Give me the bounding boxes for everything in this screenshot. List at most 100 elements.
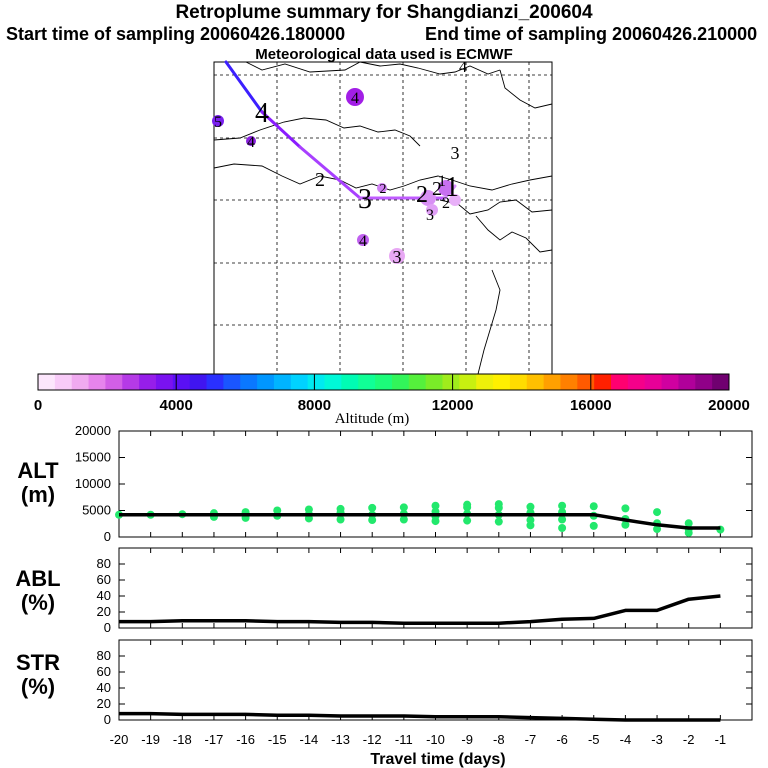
map-borders — [213, 61, 553, 375]
cluster-label: 2 — [380, 182, 387, 197]
start-time-label: Start time of sampling 20060426.180000 — [6, 24, 346, 44]
altitude-point — [463, 500, 472, 509]
colorbar-swatch — [172, 374, 191, 390]
y-tick-label: 60 — [97, 664, 111, 679]
colorbar-swatch — [678, 374, 696, 390]
x-tick-label: -1 — [715, 732, 727, 747]
colorbar-swatch — [88, 374, 106, 390]
track-label: 3 — [358, 184, 372, 215]
colorbar-swatch — [560, 374, 578, 390]
cluster-label: 1 — [438, 173, 446, 190]
altitude-point — [558, 515, 567, 524]
cluster-label: 5 — [214, 114, 222, 131]
altitude-point — [558, 523, 567, 532]
altitude-point — [494, 500, 503, 509]
x-tick-label: -2 — [683, 732, 695, 747]
cluster-dot — [449, 194, 461, 206]
track-label: 1 — [445, 172, 459, 203]
x-tick-label: -11 — [395, 732, 413, 747]
x-tick-label: -7 — [525, 732, 537, 747]
alt-panel: 20000 15000 10000 5000 0 ALT(m) — [17, 423, 753, 544]
colorbar-swatch — [611, 374, 629, 390]
y-tick-label: 40 — [97, 680, 111, 695]
trajectory-segment-3 — [298, 145, 362, 200]
y-tick-label: 80 — [97, 556, 111, 571]
altitude-point — [368, 503, 377, 512]
colorbar-swatch — [324, 374, 342, 390]
cluster-dot — [438, 180, 454, 196]
altitude-point — [621, 520, 630, 529]
map-panel: 4 2 3 2 2 1 4 5 4 4 3 3 3 2 2 1 4 — [212, 59, 553, 375]
colorbar-tick-label: 8000 — [298, 397, 331, 414]
map-track-labels: 4 2 3 2 2 1 — [255, 98, 459, 215]
panel-label: ABL — [15, 566, 60, 591]
cluster-label: 2 — [442, 195, 450, 212]
x-tick-label: -17 — [205, 732, 224, 747]
altitude-point — [653, 508, 662, 517]
altitude-point — [463, 516, 472, 525]
colorbar-swatch — [105, 374, 123, 390]
altitude-point — [589, 521, 598, 530]
cluster-label: 3 — [426, 207, 434, 224]
colorbar-swatch — [391, 374, 410, 390]
map-frame — [213, 61, 553, 375]
colorbar-swatch — [341, 374, 359, 390]
x-tick-label: -14 — [300, 732, 319, 747]
y-tick-label: 0 — [104, 620, 111, 635]
colorbar-swatch — [661, 374, 679, 390]
cluster-dot — [377, 183, 387, 193]
colorbar-tick-label: 16000 — [570, 397, 612, 414]
cluster-dot — [389, 248, 405, 264]
altitude-point — [621, 504, 630, 513]
series-line — [119, 512, 721, 530]
track-label: 4 — [255, 98, 269, 129]
cluster-label: 4 — [459, 59, 467, 76]
y-tick-label: 5000 — [82, 503, 111, 518]
altitude-point — [558, 501, 567, 510]
track-label: 2 — [315, 169, 325, 191]
x-tick-label: -15 — [268, 732, 287, 747]
panel-label: STR — [16, 650, 60, 675]
colorbar-swatch — [526, 374, 545, 390]
altitude-point — [653, 525, 662, 534]
colorbar-swatch — [425, 374, 443, 390]
x-tick-label: -5 — [588, 732, 600, 747]
x-tick-label: -16 — [236, 732, 255, 747]
x-tick-label: -3 — [651, 732, 663, 747]
x-tick-label: -18 — [173, 732, 192, 747]
trajectory-segment-1 — [224, 60, 264, 114]
colorbar-swatch — [206, 374, 224, 390]
panel-label: (m) — [21, 482, 55, 507]
altitude-point — [589, 502, 598, 511]
colorbar-swatch — [139, 374, 157, 390]
cluster-dot — [357, 234, 369, 246]
colorbar-swatch — [627, 374, 646, 390]
colorbar-swatch — [122, 374, 140, 390]
y-tick-label: 40 — [97, 588, 111, 603]
colorbar-swatch — [476, 374, 494, 390]
colorbar-swatch — [712, 374, 730, 390]
cluster-label: 4 — [359, 233, 367, 250]
colorbar-swatch — [577, 374, 595, 390]
colorbar-tick-label: 20000 — [708, 397, 750, 414]
cluster-dot — [426, 204, 438, 216]
colorbar-swatch — [54, 374, 73, 390]
colorbar-swatch — [543, 374, 561, 390]
x-tick-label: -19 — [141, 732, 160, 747]
x-tick-label: -13 — [331, 732, 350, 747]
colorbar-swatch — [375, 374, 393, 390]
altitude-point — [336, 504, 345, 513]
x-tick-label: -8 — [493, 732, 505, 747]
colorbar-swatch — [189, 374, 208, 390]
cluster-label: 4 — [247, 134, 255, 151]
colorbar-swatch — [594, 374, 612, 390]
cluster-dot — [246, 136, 256, 146]
y-tick-label: 0 — [104, 712, 111, 727]
map-graticule — [214, 62, 552, 374]
panel-label: (%) — [21, 590, 55, 615]
cluster-label: 3 — [451, 143, 460, 163]
map-cluster-labels: 4 5 4 4 3 3 3 2 2 1 4 — [214, 59, 467, 267]
trajectory-segment-2 — [260, 110, 302, 149]
